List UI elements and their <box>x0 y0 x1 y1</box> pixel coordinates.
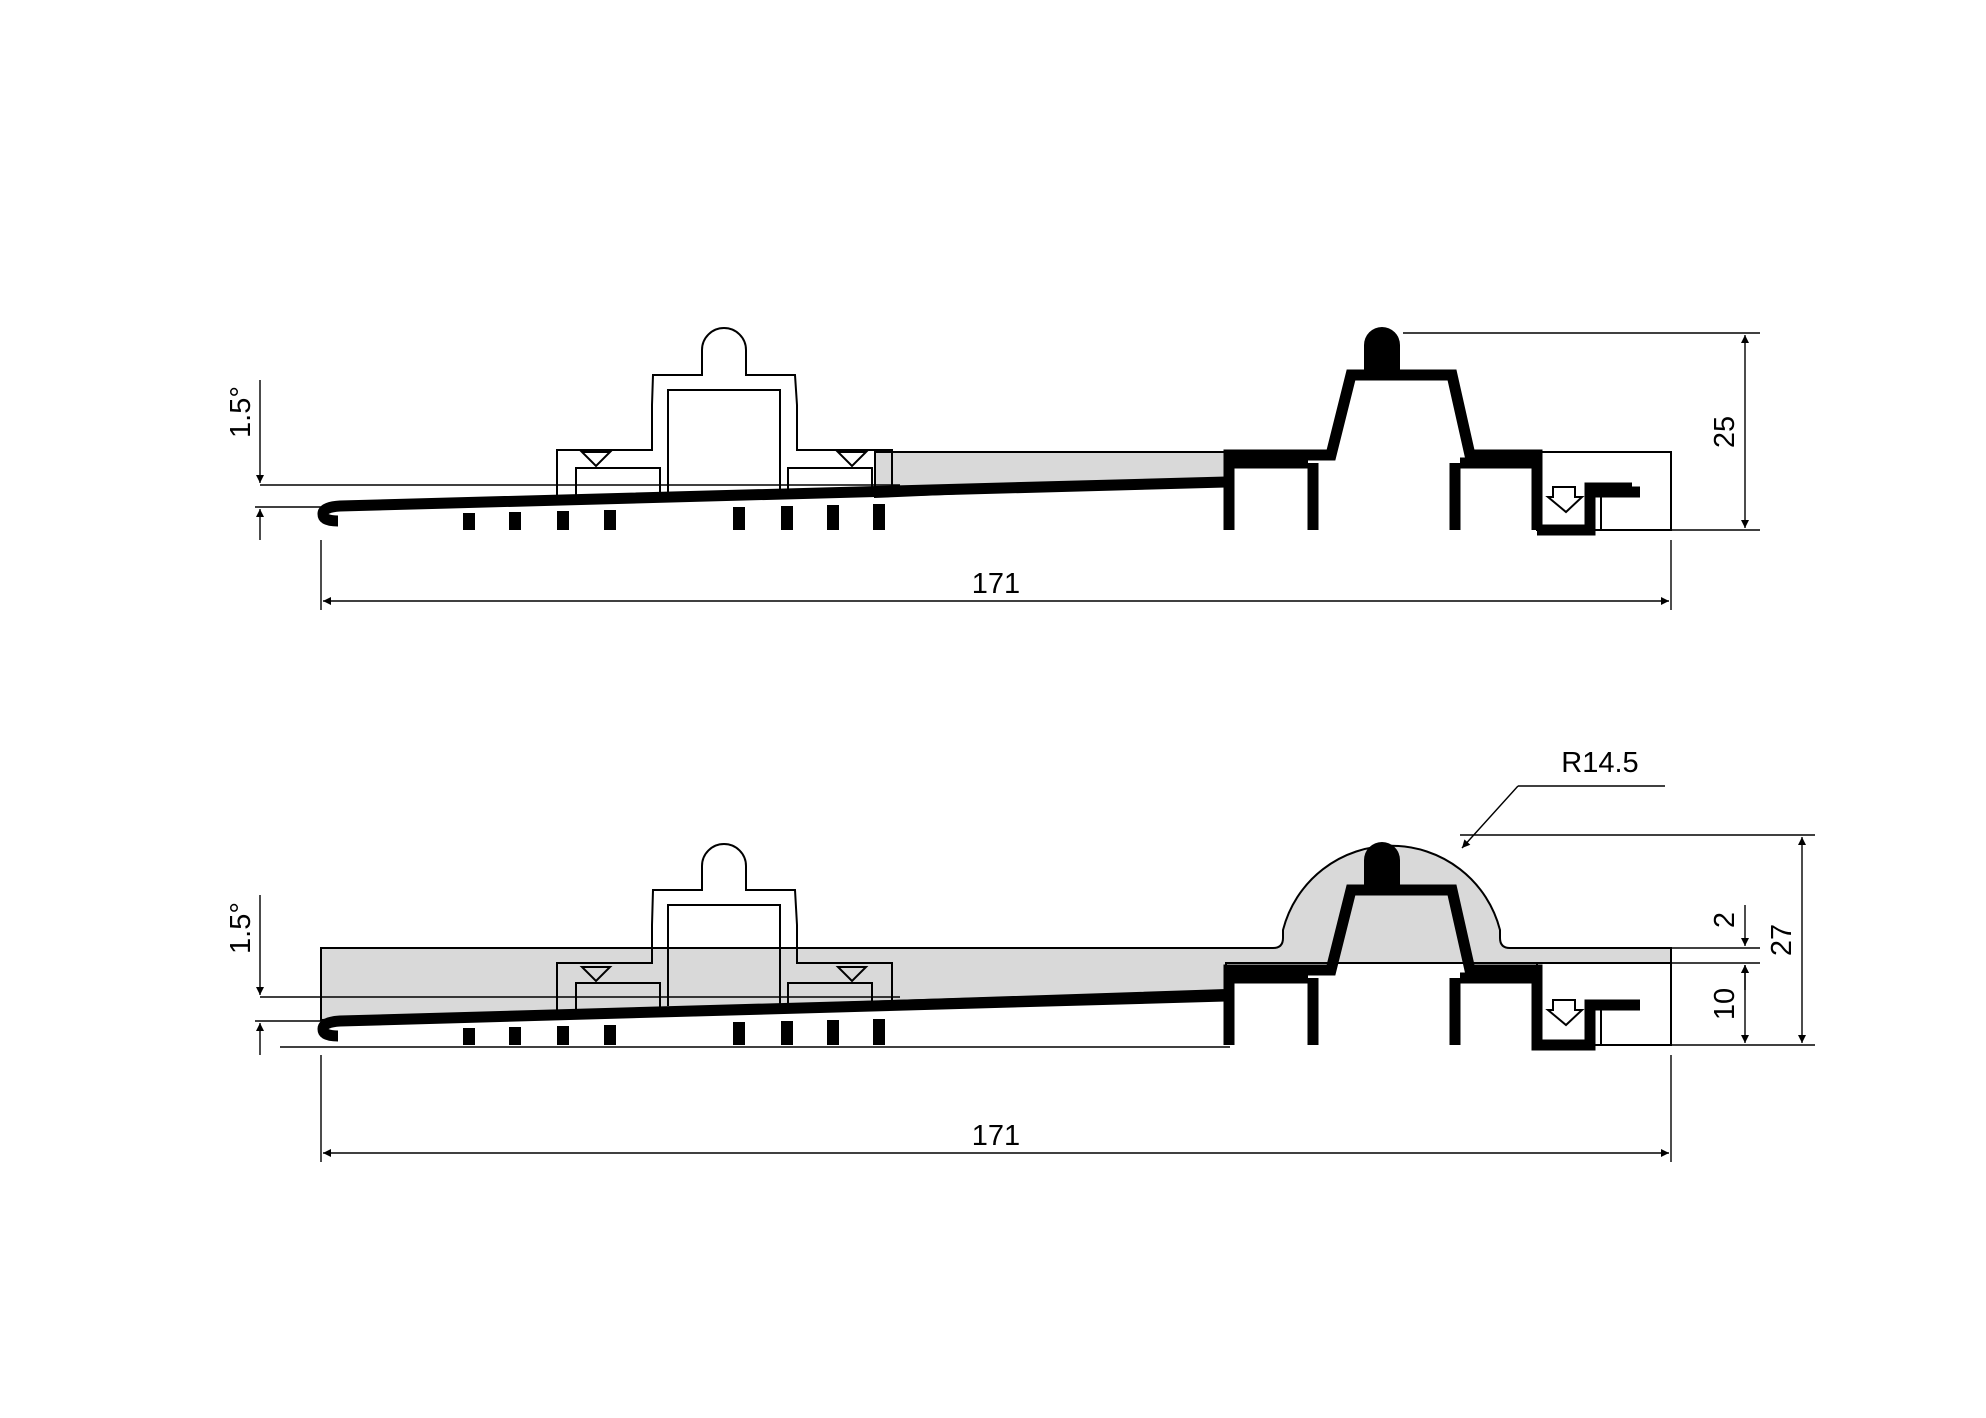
bottom-clip-triangle-right <box>835 966 869 983</box>
lower-height-label: 10 <box>1709 988 1741 1020</box>
top-clip-triangle-right <box>835 451 869 468</box>
top-hook-lip <box>1584 486 1640 530</box>
bottom-base-profile <box>317 990 1227 1042</box>
top-main-block <box>1223 369 1543 530</box>
bottom-gray-fill <box>320 844 1672 1022</box>
profile-view-top: 25 1.5° 171 <box>225 327 1760 610</box>
top-angle-label: 1.5° <box>225 386 257 438</box>
bottom-inner-walls <box>1229 972 1537 1045</box>
bottom-hook-lip <box>1531 970 1640 1051</box>
top-teeth <box>463 504 885 530</box>
total-height-label: 27 <box>1766 924 1798 956</box>
top-hook-arrow <box>1545 486 1585 514</box>
top-clip-inner <box>575 389 873 500</box>
bottom-clip-outline <box>556 843 893 1010</box>
top-clip-outline <box>556 327 893 505</box>
radius-label: R14.5 <box>1561 747 1638 779</box>
top-height-label: 25 <box>1709 416 1741 448</box>
bottom-clip-triangle-left <box>579 966 613 983</box>
bottom-bulb <box>1364 842 1400 888</box>
top-width-label: 171 <box>972 568 1020 600</box>
top-inner-walls <box>1229 457 1537 530</box>
bottom-width-label: 171 <box>972 1120 1020 1152</box>
top-clip-triangle-left <box>579 451 613 468</box>
top-bulb <box>1364 327 1400 373</box>
bottom-teeth <box>463 1019 885 1045</box>
top-base-profile <box>317 476 1227 527</box>
bottom-angle-label: 1.5° <box>225 902 257 954</box>
top-end-box <box>1536 451 1672 531</box>
profile-view-bottom: R14.5 2 10 27 1.5° 171 <box>225 747 1815 1162</box>
top-offset-label: 2 <box>1709 912 1741 928</box>
bottom-hook-arrow <box>1545 999 1585 1027</box>
bottom-main-block <box>1223 884 1543 1045</box>
